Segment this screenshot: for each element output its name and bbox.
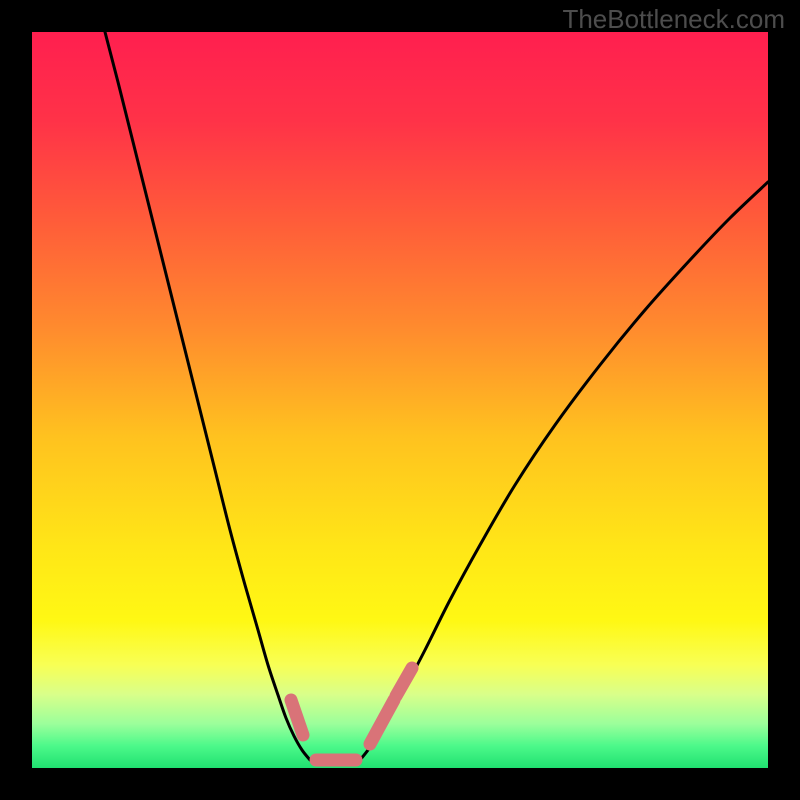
curves-overlay: [0, 0, 800, 800]
highlight-segment: [291, 700, 303, 735]
highlight-segment: [396, 668, 412, 696]
watermark-text: TheBottleneck.com: [562, 4, 785, 35]
figure-canvas: TheBottleneck.com: [0, 0, 800, 800]
highlight-segment: [370, 700, 394, 744]
